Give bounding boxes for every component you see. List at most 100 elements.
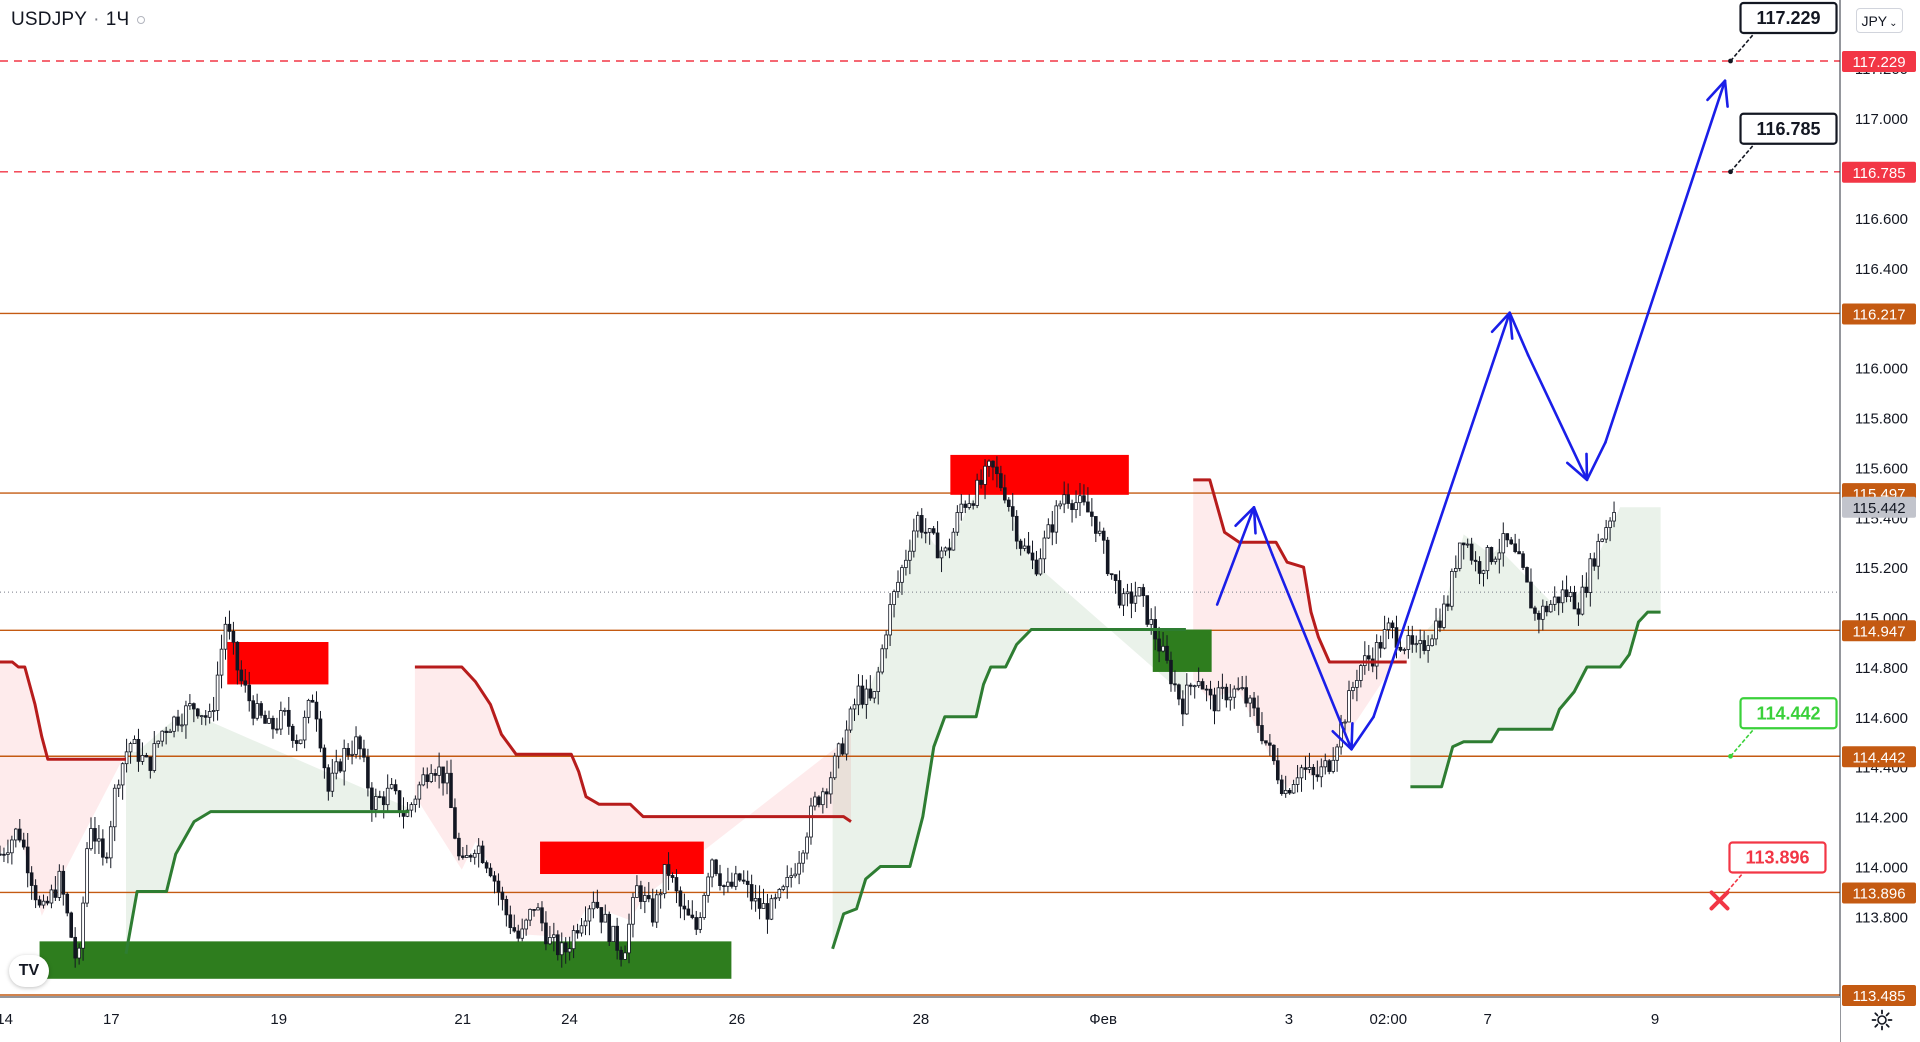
candle-body-176	[694, 917, 699, 930]
candle-body-191	[753, 898, 758, 902]
candle-body-72	[283, 709, 287, 712]
price-tag-label-6: 114.442	[1852, 749, 1905, 766]
candle-body-314	[1240, 687, 1244, 690]
candle-body-81	[318, 718, 323, 749]
arrow-head-1	[1331, 721, 1354, 751]
candle-body-250	[987, 460, 991, 467]
candle-body-388	[1533, 607, 1537, 614]
candle-body-324	[1279, 779, 1284, 794]
price-tick-5: 114.800	[1855, 660, 1908, 677]
candle-body-22	[85, 848, 89, 904]
candle-body-383	[1513, 543, 1517, 553]
candle-body-101	[397, 790, 402, 813]
candle-body-193	[761, 903, 766, 909]
candle-body-38	[148, 756, 153, 771]
candle-body-315	[1244, 687, 1248, 704]
candle-body-359	[1418, 640, 1423, 645]
indicator-lines	[0, 478, 1661, 955]
candle-body-87	[342, 747, 346, 772]
price-tag-4	[1842, 496, 1916, 518]
candle-body-304	[1200, 681, 1205, 690]
candle-body-239	[943, 547, 948, 552]
candle-body-295	[1165, 645, 1169, 661]
arrow-head-4	[1706, 79, 1729, 108]
candle-body-396	[1564, 589, 1569, 598]
arrow-head-3	[1566, 452, 1589, 482]
candle-body-202	[797, 862, 801, 875]
candle-body-325	[1283, 789, 1288, 794]
candle-body-162	[639, 885, 643, 902]
candle-body-341	[1347, 690, 1351, 723]
candle-body-387	[1529, 581, 1533, 609]
candle-body-272	[1074, 502, 1078, 511]
candle-body-362	[1430, 638, 1434, 647]
price-axis[interactable]: 113.800114.000114.200114.400114.600114.8…	[1839, 0, 1920, 1042]
currency-button[interactable]: JPY ⌄	[1856, 8, 1903, 33]
candle-body-210	[828, 777, 833, 795]
candle-body-300	[1185, 684, 1189, 715]
time-tick-0: 14	[0, 1011, 13, 1028]
candle-body-261	[1030, 552, 1035, 561]
candle-body-79	[310, 699, 315, 703]
candle-body-30	[116, 784, 121, 789]
forecast-segment-2	[1271, 553, 1353, 751]
candle-body-37	[144, 755, 149, 758]
candle-body-184	[726, 881, 730, 887]
candle-body-348	[1374, 642, 1379, 667]
candle-body-400	[1580, 586, 1585, 615]
price-tag-6	[1842, 746, 1916, 768]
candle-body-124	[488, 867, 493, 877]
candle-body-11	[41, 900, 46, 906]
callout-anchor-0	[1728, 58, 1733, 64]
candle-body-126	[496, 880, 501, 893]
price-tick-15: 117.000	[1855, 111, 1908, 128]
candle-body-88	[346, 747, 350, 756]
candle-body-152	[599, 907, 604, 923]
forecast-arrows	[1215, 79, 1729, 751]
candle-body-229	[904, 559, 908, 568]
candle-body-113	[445, 772, 449, 784]
candle-body-52	[203, 715, 208, 718]
callout-pointer-2	[1729, 727, 1756, 757]
candle-body-68	[267, 717, 271, 724]
candle-body-25	[97, 838, 101, 842]
supply-zone-0	[227, 642, 329, 685]
candle-body-111	[437, 766, 441, 776]
candle-body-224	[884, 634, 888, 650]
candle-body-185	[730, 881, 734, 887]
candle-body-262	[1034, 559, 1039, 575]
candle-body-117	[461, 855, 465, 858]
candle-body-337	[1331, 759, 1335, 772]
gear-icon[interactable]	[1870, 1008, 1894, 1032]
candle-body-35	[136, 738, 141, 762]
price-tag-label-4: 115.442	[1852, 500, 1905, 517]
candle-body-26	[101, 838, 105, 858]
candle-body-62	[243, 680, 248, 686]
candle-body-319	[1260, 725, 1264, 742]
price-tick-9: 115.600	[1855, 460, 1908, 477]
candle-body-286	[1129, 591, 1134, 604]
candle-body-8	[29, 872, 34, 886]
candle-body-168	[662, 864, 667, 895]
price-tick-4: 114.600	[1855, 710, 1908, 727]
candle-body-260	[1026, 545, 1031, 554]
time-axis[interactable]: 14 17 19 21 24 26 28 Фев 3 02:00 7 9	[0, 996, 1840, 1042]
candle-body-175	[690, 914, 695, 918]
candle-body-381	[1505, 533, 1510, 541]
symbol-header[interactable]: USDJPY · 1Ч	[11, 9, 146, 31]
candle-body-395	[1560, 589, 1565, 604]
candle-body-248	[979, 479, 983, 485]
chevron-down-icon: ⌄	[1889, 18, 1898, 29]
candle-body-283	[1117, 580, 1122, 606]
candle-body-349	[1378, 642, 1383, 649]
callout-box-0	[1739, 1, 1838, 35]
resistance-fill-2	[1193, 479, 1407, 789]
candle-body-373	[1473, 559, 1478, 562]
candle-body-369	[1457, 542, 1462, 569]
candle-body-186	[734, 873, 738, 887]
candle-body-104	[409, 804, 414, 811]
candle-body-211	[832, 755, 837, 779]
tradingview-logo-icon[interactable]: TV	[9, 955, 49, 987]
